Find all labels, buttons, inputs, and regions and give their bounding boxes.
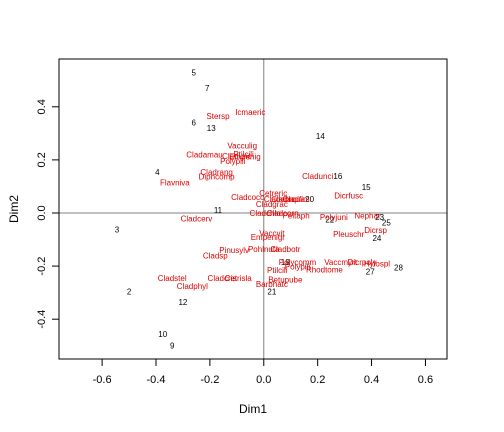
species-point-label: Empenig	[229, 153, 261, 162]
y-tick-label: -0.2	[36, 257, 48, 276]
species-point-label: Betupube	[268, 275, 303, 284]
y-tick-label: 0.0	[36, 205, 48, 220]
site-point-label: 9	[170, 342, 175, 351]
site-point-label: 16	[333, 172, 342, 181]
y-tick-label: 0.4	[36, 99, 48, 114]
species-point-label: Hylospl	[364, 259, 390, 268]
x-axis-title: Dim1	[239, 402, 267, 416]
species-point-label: Polyjuni	[320, 213, 348, 222]
site-point-label: 5	[191, 68, 196, 77]
species-point-label: Dicrpoly	[348, 258, 377, 267]
species-point-label: Flavniva	[160, 178, 190, 187]
site-point-label: 28	[394, 263, 403, 272]
site-point-label: 13	[207, 124, 216, 133]
species-point-label: Cladbotr	[270, 245, 301, 254]
y-tick-label: -0.4	[36, 310, 48, 329]
species-point-label: Cladgrac	[256, 200, 288, 209]
species-point-label: Rhodtome	[306, 265, 343, 274]
species-point-label: Empenigr	[251, 233, 286, 242]
species-point-label: Cladsp	[203, 251, 228, 260]
species-point-label: Cladunci	[302, 172, 333, 181]
species-point-label: Cetreric	[259, 189, 287, 198]
species-point-label: Stersp	[206, 112, 230, 121]
species-point-label: Cladcocc	[231, 193, 264, 202]
species-point-label: Cladcris	[208, 274, 237, 283]
x-tick-label: -0.4	[147, 374, 166, 386]
site-point-label: 25	[382, 218, 391, 227]
species-point-label: Pinusylv	[219, 246, 249, 255]
x-tick-label: -0.2	[200, 374, 219, 386]
species-point-label: Dicrfusc	[334, 192, 363, 201]
site-point-label: 24	[372, 234, 381, 243]
site-point-label: 27	[366, 267, 375, 276]
site-point-label: 22	[325, 216, 334, 225]
species-point-label: Dicrsp	[364, 226, 387, 235]
site-point-label: 4	[155, 168, 160, 177]
species-point-label: Cladstel	[158, 274, 187, 283]
site-point-label: 7	[205, 84, 210, 93]
site-point-label: 15	[362, 183, 371, 192]
x-tick-label: 0.0	[256, 374, 271, 386]
site-point-label: 21	[267, 287, 276, 296]
species-point-label: Polypili	[285, 263, 311, 272]
site-point-label: 23	[375, 213, 384, 222]
species-point-label: Cetrisla	[225, 274, 253, 283]
x-tick-label: 0.2	[310, 374, 325, 386]
site-point-label: 6	[191, 119, 196, 128]
site-point-label: 19	[281, 258, 290, 267]
site-point-label: 20	[305, 195, 314, 204]
site-point-label: 11	[214, 206, 223, 215]
site-point-label: 12	[178, 298, 187, 307]
species-point-label: Cladchlo	[250, 209, 282, 218]
species-point-label: Barbhatc	[256, 280, 288, 289]
species-point-label: Vaccmyrt	[324, 258, 358, 267]
species-point-label: Cladcorn	[267, 209, 299, 218]
x-tick-label: 0.6	[418, 374, 433, 386]
species-point-label: Icmaeric	[235, 108, 265, 117]
species-point-label: Cladamau	[186, 151, 222, 160]
y-tick-label: 0.2	[36, 152, 48, 167]
species-point-label: Polypili	[220, 157, 246, 166]
y-axis: -0.4 -0.2 0.0 0.2 0.4	[36, 99, 60, 329]
species-point-label: Pohlnuta	[248, 245, 280, 254]
species-point-label: Cladfim	[283, 195, 310, 204]
species-point-label: Cladrang	[200, 168, 232, 177]
species-point-label: Cladcerv	[181, 214, 213, 223]
site-point-label: 14	[316, 132, 325, 141]
species-point-label: Polycomm	[279, 258, 317, 267]
species-point-label: Cladphyl	[177, 282, 208, 291]
species-point-label: Nephar	[354, 212, 381, 221]
x-tick-label: -0.6	[93, 374, 112, 386]
species-point-label: Dipncomp	[199, 172, 236, 181]
species-point-label: Cladcorn	[264, 195, 296, 204]
x-axis: -0.6 -0.4 -0.2 0.0 0.2 0.4 0.6	[93, 358, 433, 386]
x-tick-label: 0.4	[364, 374, 379, 386]
species-point-label: Vacculig	[227, 141, 257, 150]
species-point-label: Cladsqua	[271, 195, 305, 204]
species-point-label: Peltaph	[283, 212, 310, 221]
site-point-label: 3	[115, 226, 120, 235]
species-point-label: Ptilcili	[267, 266, 288, 275]
site-point-label: 2	[127, 287, 132, 296]
species-point-label: Ptilcili	[233, 150, 254, 159]
y-axis-title: Dim2	[7, 195, 21, 223]
species-point-label: Cladunc	[222, 152, 251, 161]
reference-lines	[59, 59, 447, 359]
site-point-label: 10	[158, 330, 167, 339]
species-point-label: Vaccvit	[259, 229, 285, 238]
species-point-label: Pleuschr	[333, 230, 364, 239]
